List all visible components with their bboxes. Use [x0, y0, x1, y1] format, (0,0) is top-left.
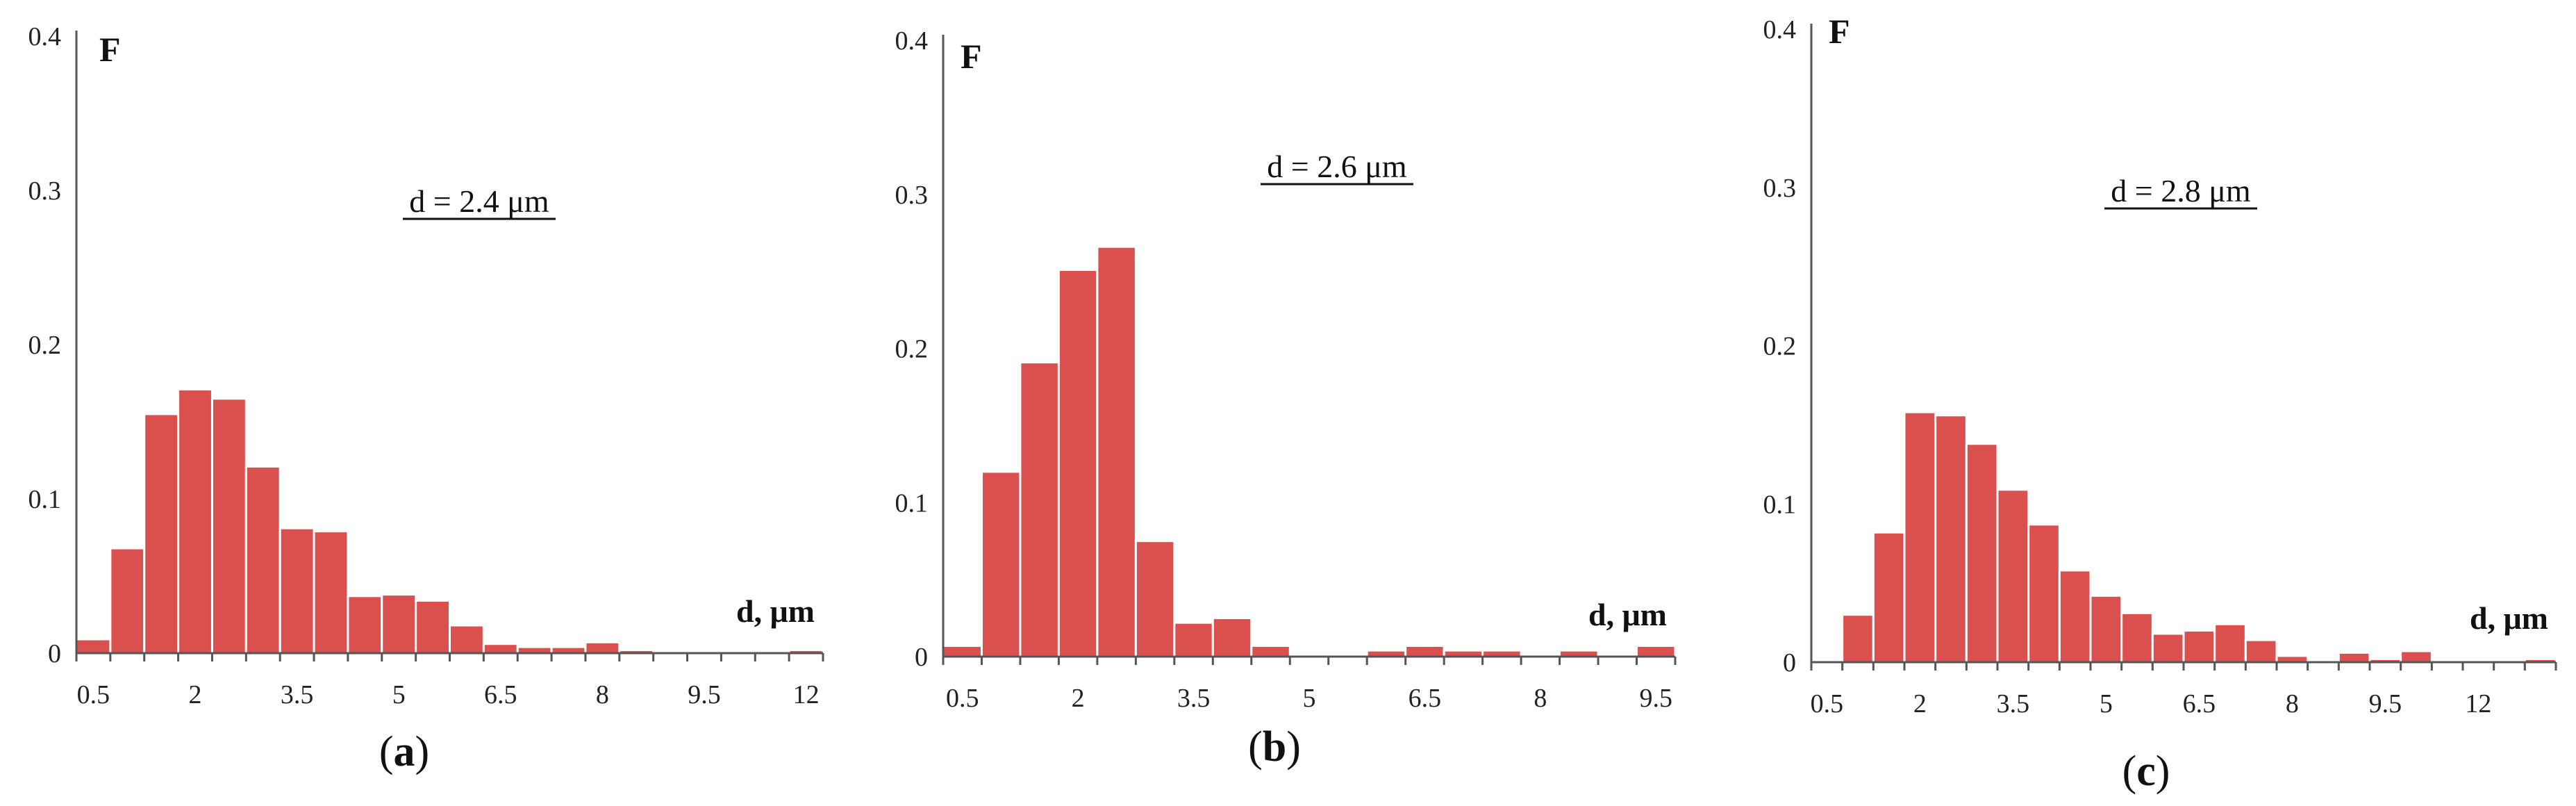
- x-tick-label: 5: [392, 680, 406, 709]
- x-tick-label: 5: [2100, 689, 2113, 718]
- histogram-bar: [109, 547, 146, 655]
- histogram-bar: [2058, 569, 2092, 664]
- x-tick-label: 8: [596, 680, 609, 709]
- panel-label: (c): [2122, 748, 2170, 795]
- histogram-bar: [482, 643, 519, 655]
- histogram-bar: [2182, 629, 2216, 664]
- histogram-bar: [1096, 245, 1137, 658]
- x-tick-label: 12: [793, 680, 820, 709]
- x-axis-title: d, μm: [2470, 600, 2548, 636]
- y-axis-title: F: [1829, 12, 1850, 51]
- y-tick-label: 0: [48, 639, 61, 668]
- y-tick-label: 0.4: [1763, 15, 1797, 44]
- histogram-bar: [1173, 621, 1214, 658]
- histogram-bar: [584, 641, 621, 655]
- y-tick-label: 0.2: [1763, 332, 1797, 361]
- histogram-bar: [2027, 523, 2061, 664]
- histogram-bar: [2120, 611, 2154, 664]
- histogram-bar: [2213, 623, 2247, 664]
- y-tick-label: 0.4: [895, 26, 929, 56]
- histogram-bar: [2244, 639, 2278, 664]
- x-tick-label: 8: [1534, 684, 1547, 713]
- y-tick-label: 0.4: [28, 22, 62, 51]
- histogram-bar: [1903, 411, 1937, 664]
- x-tick-label: 5: [1303, 684, 1316, 713]
- y-tick-label: 0.1: [28, 485, 62, 514]
- y-axis-title: F: [961, 37, 982, 76]
- histogram-bar: [244, 465, 281, 655]
- histogram-bar: [2337, 651, 2371, 664]
- x-tick-label: 6.5: [2183, 689, 2216, 718]
- histogram-bar: [1934, 414, 1968, 664]
- x-axis-title: d, μm: [1588, 597, 1667, 632]
- histogram-bar: [1996, 488, 2030, 664]
- y-axis-title: F: [99, 30, 121, 69]
- panel-label: (a): [379, 728, 429, 775]
- histogram-bar: [942, 644, 983, 658]
- histogram-bar: [143, 413, 180, 655]
- histogram-bar: [1404, 644, 1445, 658]
- histogram-bar: [75, 638, 112, 655]
- x-tick-label: 3.5: [281, 680, 314, 709]
- y-tick-label: 0.2: [28, 331, 62, 360]
- histogram-bar: [1019, 361, 1060, 658]
- histogram-bar: [2151, 632, 2185, 664]
- x-tick-label: 6.5: [1409, 684, 1442, 713]
- chart-panel-c: 0 0.1 0.2 0.3 0.4 0.5 2 3.5 5 6.5 8 9.5 12 Fd, μm d = …: [1763, 12, 2557, 795]
- y-tick-label: 0.3: [895, 181, 929, 210]
- x-axis-title: d, μm: [736, 593, 815, 629]
- x-tick-label: 9.5: [1640, 684, 1673, 713]
- x-tick-label: 3.5: [1997, 689, 2030, 718]
- histogram-bar: [2089, 594, 2123, 664]
- chart-panel-b: 0 0.1 0.2 0.3 0.4 0.5 2 3.5 5 6.5 8 9.5 Fd, μm d = 2.…: [895, 26, 1677, 771]
- x-tick-label: 9.5: [2369, 689, 2402, 718]
- x-tick-label: 0.5: [77, 680, 110, 709]
- x-tick-label: 6.5: [484, 680, 517, 709]
- histogram-bar: [313, 530, 349, 655]
- histogram-bar: [1636, 644, 1677, 658]
- histogram-bar: [210, 397, 247, 655]
- y-tick-label: 0.3: [28, 176, 62, 206]
- histogram-bar: [1134, 540, 1176, 658]
- histogram-bar: [1841, 614, 1875, 664]
- mean-diameter-annotation: d = 2.8 μm: [2111, 173, 2251, 208]
- panel-label: (b): [1248, 723, 1301, 771]
- x-tick-label: 12: [2465, 689, 2491, 718]
- x-tick-label: 0.5: [1811, 689, 1844, 718]
- histogram-bar: [1872, 531, 1906, 664]
- y-tick-label: 0.2: [895, 335, 929, 364]
- histogram-bar: [2400, 650, 2433, 664]
- x-tick-label: 3.5: [1177, 684, 1211, 713]
- histogram-bar: [1965, 443, 1999, 664]
- histogram-bar: [177, 388, 213, 655]
- histogram-bar: [980, 470, 1022, 658]
- x-tick-label: 2: [189, 680, 202, 709]
- mean-diameter-annotation: d = 2.4 μm: [409, 183, 549, 219]
- histogram-bar: [415, 600, 451, 655]
- histogram-bar: [1250, 644, 1291, 658]
- x-tick-label: 2: [1072, 684, 1085, 713]
- x-tick-label: 0.5: [946, 684, 979, 713]
- x-tick-label: 8: [2286, 689, 2299, 718]
- x-tick-label: 9.5: [688, 680, 721, 709]
- y-tick-label: 0.1: [1763, 490, 1797, 519]
- histogram-bar: [1057, 268, 1099, 658]
- mean-diameter-annotation: d = 2.6 μm: [1267, 149, 1407, 184]
- y-tick-label: 0.1: [895, 488, 929, 518]
- chart-panel-a: 0 0.1 0.2 0.3 0.4 0.5 2 3.5 5 6.5 8 9.5 12 Fd, μm d = …: [28, 22, 824, 775]
- x-tick-label: 2: [1913, 689, 1927, 718]
- histogram-bar: [279, 527, 315, 655]
- y-tick-label: 0: [1783, 648, 1796, 677]
- histogram-bar: [1211, 617, 1253, 658]
- histogram-bar: [449, 624, 485, 655]
- histogram-bar: [347, 595, 383, 655]
- histogram-bar: [381, 593, 417, 655]
- y-tick-label: 0: [915, 643, 928, 672]
- y-tick-label: 0.3: [1763, 174, 1797, 203]
